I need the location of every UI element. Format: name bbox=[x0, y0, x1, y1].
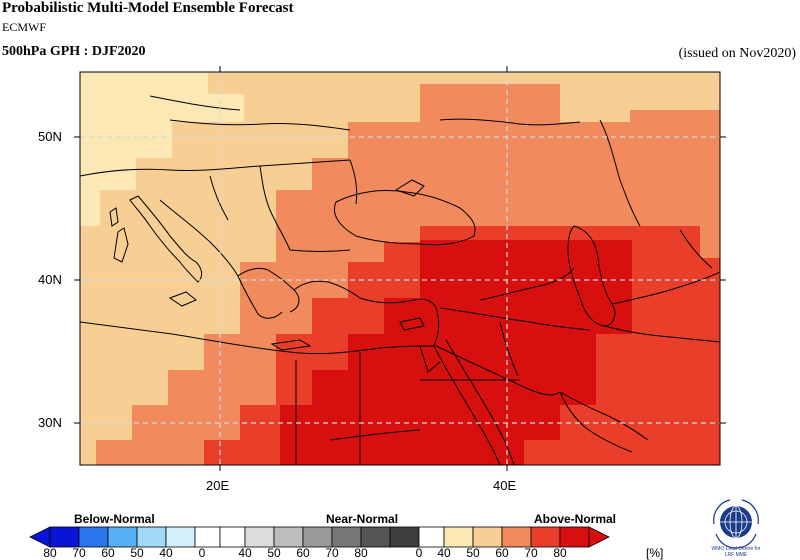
lat-tick-label: 50N bbox=[38, 129, 62, 144]
lon-tick-label: 20E bbox=[206, 478, 230, 493]
lat-tick-label: 40N bbox=[38, 272, 62, 287]
variable-season-label: 500hPa GPH : DJF2020 bbox=[2, 44, 146, 59]
colorbar-label: 60 bbox=[296, 546, 310, 560]
legend-category-below: Below-Normal bbox=[74, 512, 155, 526]
legend-category-near: Near-Normal bbox=[326, 512, 399, 526]
colorbar-label: 40 bbox=[437, 546, 451, 560]
wmo-logo-caption: WMO Lead Centre for LRF MME bbox=[692, 546, 780, 558]
colorbar-below-arrow bbox=[29, 526, 51, 548]
map-frame bbox=[79, 71, 721, 466]
colorbar-label: 50 bbox=[466, 546, 480, 560]
colorbar-label: 50 bbox=[130, 546, 144, 560]
colorbar-label: 40 bbox=[238, 546, 252, 560]
coastlines bbox=[80, 95, 720, 465]
colorbar-label: 40 bbox=[159, 546, 173, 560]
colorbar-label: 80 bbox=[553, 546, 567, 560]
colorbar-label: 50 bbox=[267, 546, 281, 560]
axis-ticks bbox=[74, 66, 726, 471]
prob-band-70-80 bbox=[280, 240, 632, 465]
prob-band-below-40 bbox=[80, 72, 244, 226]
logo-caption-line: WMO Lead Centre for bbox=[711, 546, 761, 552]
colorbar-label: 60 bbox=[101, 546, 115, 560]
colorbar-label: 70 bbox=[72, 546, 86, 560]
lat-tick-label: 30N bbox=[38, 415, 62, 430]
model-center-label: ECMWF bbox=[2, 20, 47, 34]
colorbar-label: 0 bbox=[415, 546, 423, 560]
colorbar-above-arrow bbox=[588, 526, 610, 548]
prob-band-below-40-2 bbox=[136, 72, 208, 122]
colorbar-label: 70 bbox=[325, 546, 339, 560]
colorbar-label: 0 bbox=[198, 546, 206, 560]
colorbar-unit: [%] bbox=[646, 546, 664, 560]
colorbar-label: 60 bbox=[495, 546, 509, 560]
colorbar-label: 70 bbox=[524, 546, 538, 560]
issue-date-label: (issued on Nov2020) bbox=[678, 46, 796, 61]
graticule bbox=[80, 72, 720, 465]
colorbar bbox=[29, 526, 610, 548]
colorbar-label: 80 bbox=[354, 546, 368, 560]
lon-tick-label: 40E bbox=[493, 478, 517, 493]
wmo-logo-icon bbox=[713, 499, 759, 549]
colorbar-label: 80 bbox=[43, 546, 57, 560]
logo-caption-line: LRF MME bbox=[724, 552, 748, 558]
map-title: Probabilistic Multi-Model Ensemble Forec… bbox=[2, 0, 294, 16]
legend-category-above: Above-Normal bbox=[534, 512, 617, 526]
